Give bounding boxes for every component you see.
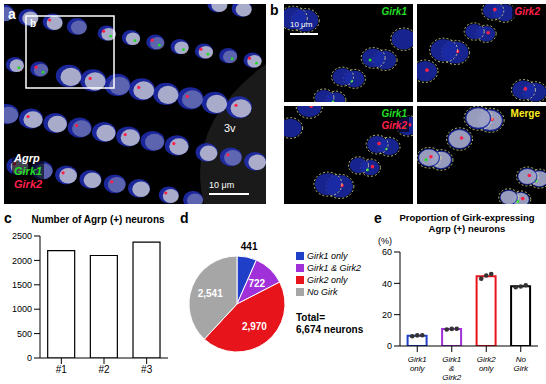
html-text:10 μm: 10 μm bbox=[290, 20, 313, 29]
html-text:Agrp: Agrp bbox=[14, 152, 40, 164]
html-text:Girk1 only: Girk1 only bbox=[307, 251, 348, 261]
svg-text:Girk2only: Girk2only bbox=[477, 355, 497, 373]
html-text:e: e bbox=[374, 210, 382, 226]
svg-text:0: 0 bbox=[27, 353, 32, 363]
svg-text:2000: 2000 bbox=[12, 256, 32, 266]
html-text:Merge: Merge bbox=[510, 108, 540, 119]
svg-text:2,541: 2,541 bbox=[198, 288, 223, 299]
html-text:Girk2: Girk2 bbox=[514, 6, 540, 17]
html-text:Girk2 only: Girk2 only bbox=[307, 275, 348, 285]
svg-text:500: 500 bbox=[17, 329, 32, 339]
svg-text:2500: 2500 bbox=[12, 231, 32, 241]
html-text:Proportion of Girk-expressing: Proportion of Girk-expressing Agrp (+) n… bbox=[399, 212, 535, 234]
svg-text:#2: #2 bbox=[98, 364, 110, 375]
html-text:b: b bbox=[270, 2, 279, 18]
html-text:Girk1 & Girk2: Girk1 & Girk2 bbox=[307, 263, 361, 273]
svg-text:2,970: 2,970 bbox=[242, 321, 267, 332]
svg-text:60: 60 bbox=[382, 247, 392, 257]
html-text:b: b bbox=[30, 18, 37, 29]
html-text:Number of Agrp (+) neurons: Number of Agrp (+) neurons bbox=[31, 214, 165, 225]
svg-text:NoGirk: NoGirk bbox=[513, 355, 529, 373]
html-text:10 μm: 10 μm bbox=[209, 180, 235, 190]
html-text:c: c bbox=[4, 210, 12, 226]
html-text:Total=: Total= bbox=[296, 312, 325, 323]
html-text:d: d bbox=[180, 210, 189, 226]
svg-text:0: 0 bbox=[387, 341, 392, 351]
svg-text:20: 20 bbox=[382, 310, 392, 320]
svg-text:1500: 1500 bbox=[12, 280, 32, 290]
html-text:Girk1: Girk1 bbox=[14, 165, 43, 177]
html-text:3v: 3v bbox=[224, 122, 236, 134]
html-text:Girk2: Girk2 bbox=[381, 120, 407, 131]
html-text:6,674 neurons: 6,674 neurons bbox=[296, 324, 364, 335]
html-text:No Girk: No Girk bbox=[307, 287, 338, 297]
svg-text:722: 722 bbox=[248, 278, 265, 289]
svg-text:#3: #3 bbox=[141, 364, 153, 375]
svg-text:441: 441 bbox=[241, 241, 258, 252]
svg-text:1000: 1000 bbox=[12, 304, 32, 314]
html-text:Girk2: Girk2 bbox=[14, 178, 43, 190]
html-text:Girk1: Girk1 bbox=[381, 108, 407, 119]
html-text:a: a bbox=[8, 6, 16, 22]
svg-text:#1: #1 bbox=[56, 364, 68, 375]
svg-text:40: 40 bbox=[382, 279, 392, 289]
html-text:Girk1: Girk1 bbox=[381, 6, 407, 17]
svg-text:Girk1only: Girk1only bbox=[408, 355, 427, 373]
svg-text:Girk1&Girk2: Girk1&Girk2 bbox=[442, 355, 462, 382]
